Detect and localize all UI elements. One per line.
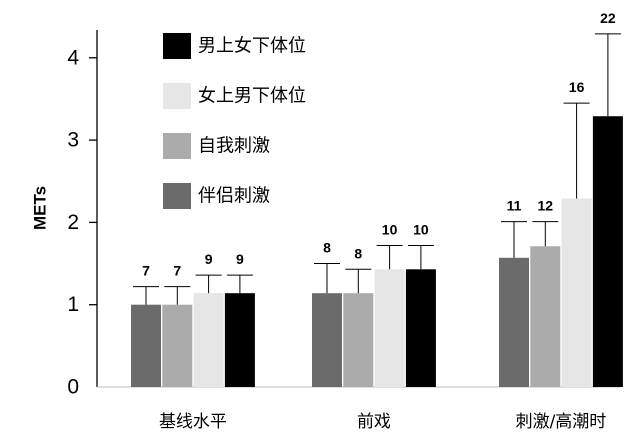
data-label: 9	[205, 251, 213, 267]
bar	[343, 293, 374, 387]
bar	[499, 257, 529, 387]
bar	[131, 304, 161, 387]
legend-label: 伴侣刺激	[198, 186, 270, 207]
bar	[162, 304, 193, 387]
y-axis-title: METs	[31, 186, 50, 230]
bar	[592, 116, 623, 387]
y-tick-label: 3	[67, 129, 79, 152]
data-label: 12	[538, 198, 554, 214]
legend-label: 女上男下体位	[198, 86, 306, 107]
bar	[405, 269, 436, 387]
x-category-label: 前戏	[357, 412, 391, 432]
x-category-label: 刺激/高潮时	[516, 412, 607, 432]
data-label: 22	[600, 10, 616, 26]
x-category-label: 基线水平	[159, 412, 227, 432]
data-label: 11	[507, 198, 522, 214]
legend-label: 男上女下体位	[198, 36, 306, 57]
data-label: 8	[354, 245, 362, 261]
bar	[530, 246, 561, 387]
bar	[193, 293, 224, 387]
legend-swatch	[163, 133, 191, 159]
data-label: 10	[382, 221, 398, 237]
bar	[561, 198, 592, 387]
legend-swatch	[163, 83, 191, 109]
bar	[312, 293, 342, 387]
legend-swatch	[163, 33, 191, 59]
y-tick-label: 4	[67, 46, 79, 69]
legend-label: 自我刺激	[198, 136, 270, 157]
bar	[224, 293, 255, 387]
data-label: 16	[569, 79, 585, 95]
data-label: 8	[323, 240, 331, 256]
y-tick-label: 1	[67, 293, 79, 316]
y-tick-label: 2	[67, 211, 79, 234]
bars: 7 7 9 9 8 8 10 10 11 12 16 22	[131, 10, 623, 387]
data-label: 7	[142, 263, 150, 279]
y-tick-label: 0	[67, 376, 79, 399]
bar	[374, 269, 405, 387]
legend-swatch	[163, 183, 191, 209]
data-label: 7	[173, 263, 181, 279]
data-label: 10	[413, 221, 429, 237]
data-label: 9	[236, 251, 244, 267]
